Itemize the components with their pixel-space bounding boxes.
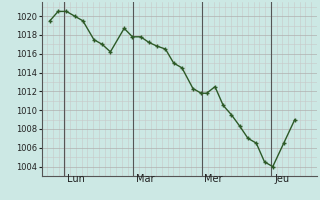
- Text: Lun: Lun: [67, 174, 85, 184]
- Text: Mar: Mar: [136, 174, 154, 184]
- Text: Jeu: Jeu: [275, 174, 290, 184]
- Text: Mer: Mer: [204, 174, 223, 184]
